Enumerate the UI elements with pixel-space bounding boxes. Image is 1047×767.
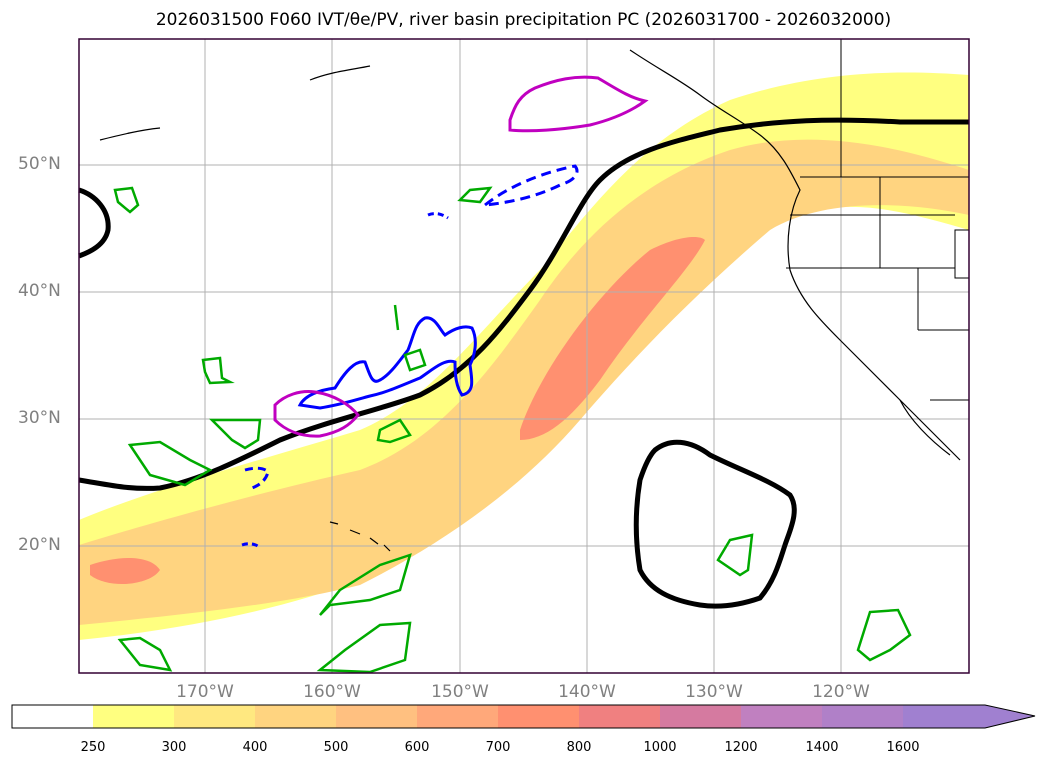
ivt-band-500	[79, 139, 969, 625]
baja-coast	[899, 399, 951, 456]
lon-label-160: 160°W	[303, 682, 361, 702]
west-coast-north-america	[629, 49, 961, 461]
plot-border	[78, 38, 970, 674]
colorbar-label-250: 250	[80, 740, 106, 755]
pv-green-contour-5	[457, 186, 493, 204]
pv-green-contour-12	[856, 608, 912, 662]
pv-green-contour-7	[403, 348, 427, 372]
pv-blue-dashed-mid	[427, 212, 449, 220]
hawaiian-islands	[329, 521, 391, 552]
pv-blue-dashed-small	[244, 466, 270, 490]
lon-label-120: 120°W	[812, 682, 870, 702]
ivt-core-west	[90, 558, 160, 585]
colorbar-bin-10	[822, 705, 904, 728]
colorbar-bin-6	[498, 705, 580, 728]
colorbar-bin-7	[579, 705, 661, 728]
colorbar-border	[11, 704, 1036, 729]
lon-label-130: 130°W	[685, 682, 743, 702]
pv-green-contour-3	[208, 418, 262, 450]
colorbar	[11, 704, 1036, 729]
pv-green-contour-6	[376, 418, 412, 444]
pv-green-contour-11	[716, 533, 754, 577]
colorbar-label-300: 300	[161, 740, 187, 755]
pv-green-contour-13	[393, 304, 400, 331]
colorbar-label-1400: 1400	[805, 740, 839, 755]
lat-label-30: 30°N	[18, 408, 61, 428]
colorbar-bin-5	[417, 705, 499, 728]
pv-green-contour-4	[127, 440, 213, 487]
pv-blue-dashed-north	[484, 164, 579, 207]
colorbar-label-700: 700	[485, 740, 511, 755]
aleutian-islands-west	[309, 65, 371, 81]
colorbar-label-800: 800	[566, 740, 592, 755]
colorbar-label-1200: 1200	[724, 740, 758, 755]
lon-label-140: 140°W	[558, 682, 616, 702]
colorbar-bin-8	[660, 705, 742, 728]
colorbar-bin-1	[93, 705, 175, 728]
lon-label-150: 150°W	[431, 682, 489, 702]
colorbar-label-1600: 1600	[886, 740, 920, 755]
pv-blue-dashed-hawaii	[241, 542, 262, 550]
colorbar-bin-4	[336, 705, 418, 728]
colorbar-bin-9	[741, 705, 823, 728]
map-title: 2026031500 F060 IVT/θe/PV, river basin p…	[155, 10, 892, 30]
precip-contour-south	[273, 390, 360, 438]
lon-label-170: 170°W	[176, 682, 234, 702]
pv-green-contour-10	[117, 636, 173, 672]
precip-pc-contours	[273, 75, 649, 438]
pv-green-contour-8	[319, 553, 412, 616]
precip-contour-north	[508, 75, 649, 133]
pv-positive-contours	[113, 186, 912, 674]
coastlines	[99, 49, 961, 552]
lat-label-40: 40°N	[18, 281, 61, 301]
colorbar-bin-3	[255, 705, 337, 728]
lat-label-50: 50°N	[18, 154, 61, 174]
colorbar-label-1000: 1000	[643, 740, 677, 755]
theta-e-west-contour	[78, 187, 111, 259]
colorbar-bin-2	[174, 705, 256, 728]
pv-green-contour-9	[316, 621, 412, 674]
lat-label-20: 20°N	[18, 535, 61, 555]
pv-green-contour-1	[113, 186, 140, 214]
ivt-shading	[79, 72, 969, 640]
colorbar-extend-arrow	[903, 705, 1035, 728]
political-borders	[786, 39, 970, 401]
colorbar-label-400: 400	[242, 740, 268, 755]
pv-negative-contours	[241, 164, 579, 550]
aleutian-islands-far-west	[99, 127, 161, 141]
ivt-core-main	[520, 237, 705, 440]
pv-blue-solid-contour	[297, 316, 477, 410]
colorbar-bin-0	[12, 705, 94, 728]
theta-e-closed-contour	[633, 439, 797, 609]
colorbar-label-500: 500	[323, 740, 349, 755]
colorbar-label-600: 600	[404, 740, 430, 755]
pv-green-contour-2	[201, 356, 235, 385]
